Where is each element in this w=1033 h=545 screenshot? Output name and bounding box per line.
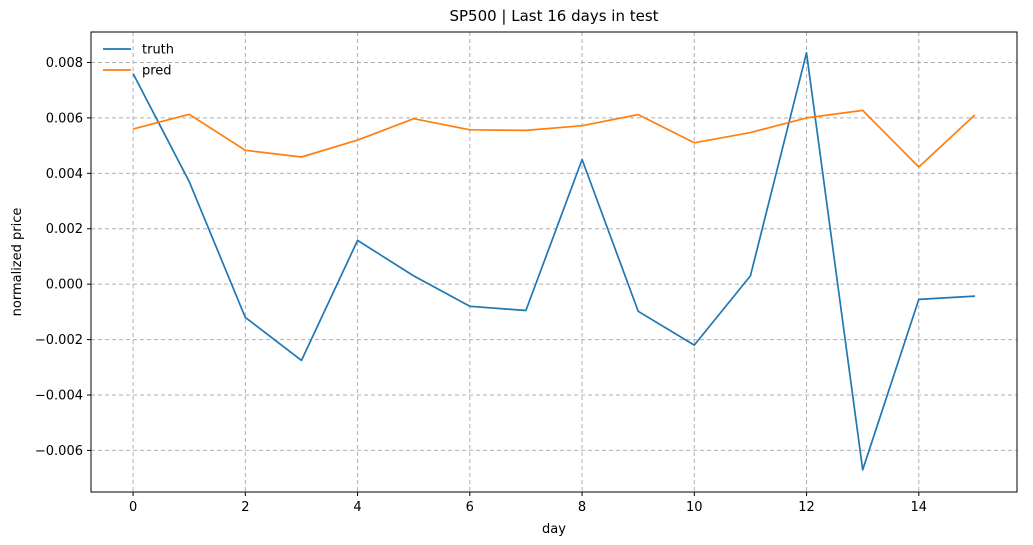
series-line-pred [132, 109, 976, 168]
legend-label-truth: truth [142, 43, 174, 58]
x-tick-label: 10 [686, 500, 703, 515]
x-tick-label: 8 [578, 500, 586, 515]
y-tick-label: 0.008 [46, 56, 83, 71]
x-tick-label: 0 [129, 500, 137, 515]
y-tick-label: −0.002 [35, 333, 83, 348]
ticks: 0 2 4 6 8 10 12 14 −0.006 −0.004 −0.002 0.000 0.002 0… [35, 56, 927, 515]
y-tick-label: −0.004 [35, 389, 83, 404]
x-tick-label: 14 [911, 500, 928, 515]
x-tick-label: 12 [798, 500, 815, 515]
y-tick-label: −0.006 [35, 444, 83, 459]
y-tick-label: 0.006 [46, 111, 83, 126]
y-tick-label: 0.000 [46, 278, 83, 293]
x-tick-label: 6 [466, 500, 474, 515]
y-tick-label: 0.002 [46, 222, 83, 237]
legend: truth pred [103, 43, 174, 79]
plot-frame [90, 31, 1018, 493]
x-tick-label: 2 [241, 500, 249, 515]
series-layer [132, 51, 976, 471]
chart-title: SP500 | Last 16 days in test [449, 7, 658, 25]
x-tick-label: 4 [353, 500, 361, 515]
series-line-truth [132, 51, 975, 471]
y-axis-label: normalized price [10, 208, 25, 317]
grid [91, 32, 1017, 492]
x-axis-label: day [542, 522, 566, 537]
legend-label-pred: pred [142, 64, 172, 79]
y-tick-label: 0.004 [46, 167, 83, 182]
